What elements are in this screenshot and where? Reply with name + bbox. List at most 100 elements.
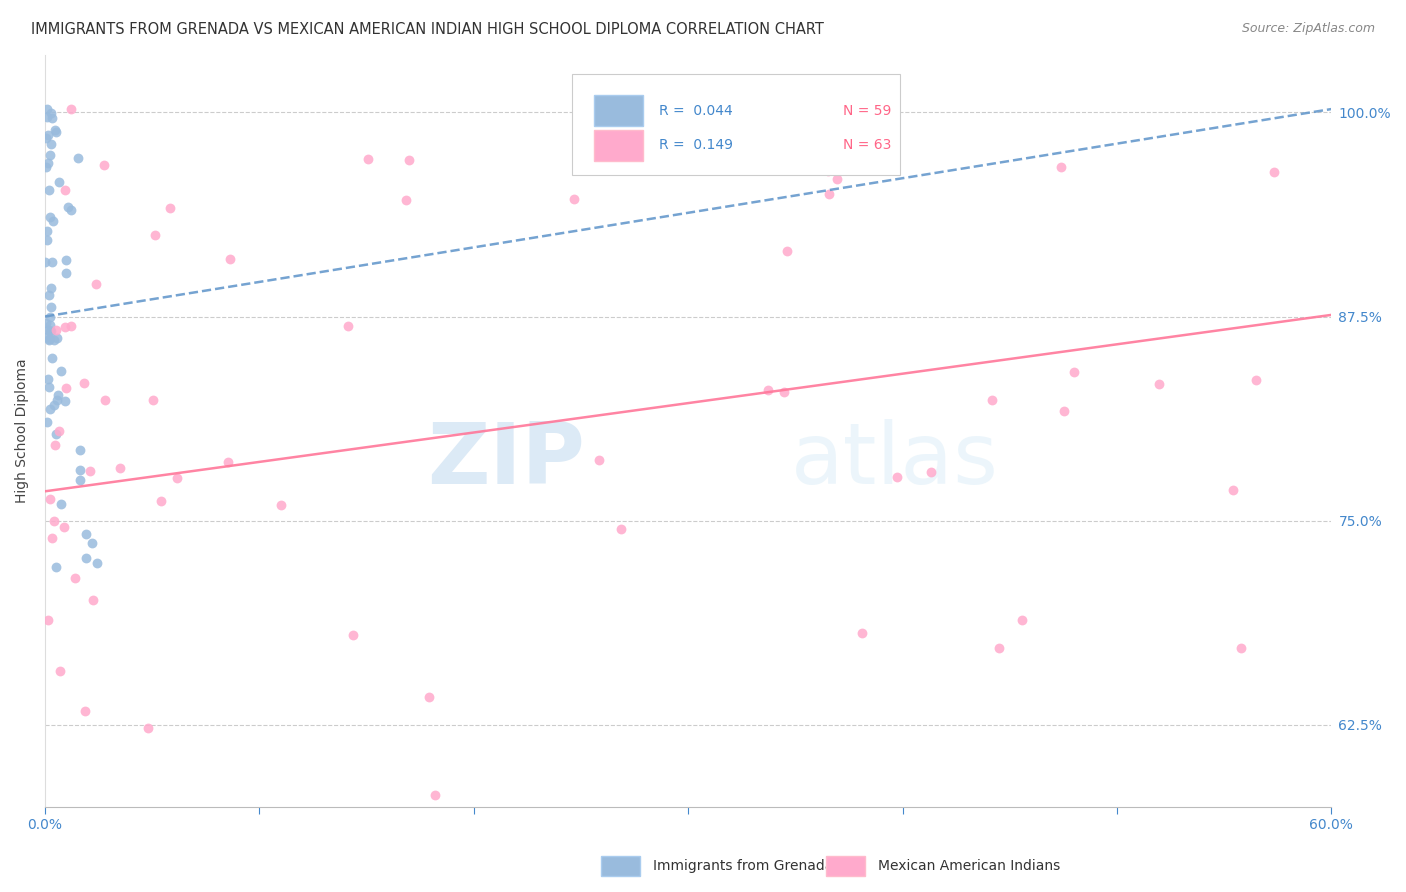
- Point: [38, 332, 60, 346]
- Point: [150, 494, 173, 508]
- Point: [44, 438, 66, 452]
- Point: [776, 244, 799, 259]
- Point: [34, 130, 56, 145]
- Point: [73, 704, 96, 718]
- Point: [357, 152, 380, 166]
- Point: [39, 324, 62, 338]
- Point: [37, 372, 59, 386]
- Point: [53, 319, 76, 334]
- Point: [1244, 373, 1267, 387]
- Point: [217, 455, 239, 469]
- Point: [35, 330, 58, 344]
- Point: [588, 453, 610, 467]
- Text: IMMIGRANTS FROM GRENADA VS MEXICAN AMERICAN INDIAN HIGH SCHOOL DIPLOMA CORRELATI: IMMIGRANTS FROM GRENADA VS MEXICAN AMERI…: [31, 22, 824, 37]
- Point: [34, 161, 56, 175]
- Point: [39, 136, 62, 151]
- Point: [69, 442, 91, 457]
- Point: [166, 471, 188, 485]
- Text: atlas: atlas: [792, 419, 1000, 502]
- Point: [39, 324, 62, 338]
- Text: ZIP: ZIP: [427, 419, 585, 502]
- Point: [218, 252, 240, 266]
- Point: [49, 364, 72, 378]
- Point: [110, 461, 132, 475]
- Point: [37, 110, 59, 124]
- Text: Immigrants from Grenada: Immigrants from Grenada: [652, 859, 834, 873]
- Point: [159, 201, 181, 215]
- Point: [38, 379, 60, 393]
- Point: [1147, 377, 1170, 392]
- Point: [93, 158, 115, 172]
- Point: [55, 266, 77, 280]
- Point: [38, 401, 60, 416]
- Point: [45, 427, 67, 442]
- Point: [63, 571, 86, 585]
- Point: [398, 153, 420, 167]
- Point: [69, 463, 91, 477]
- Point: [39, 318, 62, 333]
- Text: R =  0.149: R = 0.149: [658, 138, 733, 153]
- Point: [48, 175, 70, 189]
- Point: [59, 318, 82, 333]
- Point: [75, 550, 97, 565]
- Point: [920, 465, 942, 479]
- Point: [38, 333, 60, 347]
- Point: [37, 156, 59, 170]
- Point: [38, 288, 60, 302]
- Point: [79, 464, 101, 478]
- Point: [41, 112, 63, 126]
- Point: [94, 393, 117, 408]
- Point: [418, 690, 440, 704]
- Point: [59, 102, 82, 116]
- Point: [35, 316, 58, 330]
- Point: [270, 498, 292, 512]
- Point: [75, 527, 97, 541]
- Y-axis label: High School Diploma: High School Diploma: [15, 359, 30, 503]
- Point: [1222, 483, 1244, 498]
- Point: [342, 628, 364, 642]
- Point: [1052, 404, 1074, 418]
- Point: [39, 300, 62, 314]
- Point: [44, 334, 66, 348]
- Point: [82, 535, 104, 549]
- Point: [395, 194, 418, 208]
- Point: [39, 310, 62, 325]
- Point: [851, 626, 873, 640]
- Point: [1011, 613, 1033, 627]
- Point: [86, 277, 108, 291]
- Point: [610, 522, 633, 536]
- Point: [41, 531, 63, 545]
- Point: [886, 470, 908, 484]
- Point: [981, 393, 1004, 408]
- Point: [37, 322, 59, 336]
- Point: [48, 424, 70, 438]
- Point: [45, 559, 67, 574]
- Point: [53, 183, 76, 197]
- Point: [53, 394, 76, 409]
- FancyBboxPatch shape: [595, 129, 643, 161]
- Point: [46, 388, 69, 402]
- Point: [73, 376, 96, 390]
- FancyBboxPatch shape: [572, 74, 900, 176]
- Point: [143, 227, 166, 242]
- Point: [1230, 641, 1253, 656]
- Point: [37, 128, 59, 143]
- Point: [425, 788, 447, 802]
- Point: [44, 399, 66, 413]
- Text: N = 63: N = 63: [842, 138, 891, 153]
- Point: [562, 192, 585, 206]
- Point: [1063, 365, 1085, 379]
- Point: [39, 106, 62, 120]
- Point: [35, 233, 58, 247]
- Text: R =  0.044: R = 0.044: [658, 103, 733, 118]
- Point: [45, 322, 67, 336]
- Point: [39, 148, 62, 162]
- Point: [1050, 161, 1073, 175]
- Point: [44, 123, 66, 137]
- Point: [988, 641, 1011, 656]
- Point: [827, 171, 849, 186]
- Point: [773, 384, 796, 399]
- Point: [42, 214, 65, 228]
- Point: [817, 163, 839, 178]
- Point: [52, 520, 75, 534]
